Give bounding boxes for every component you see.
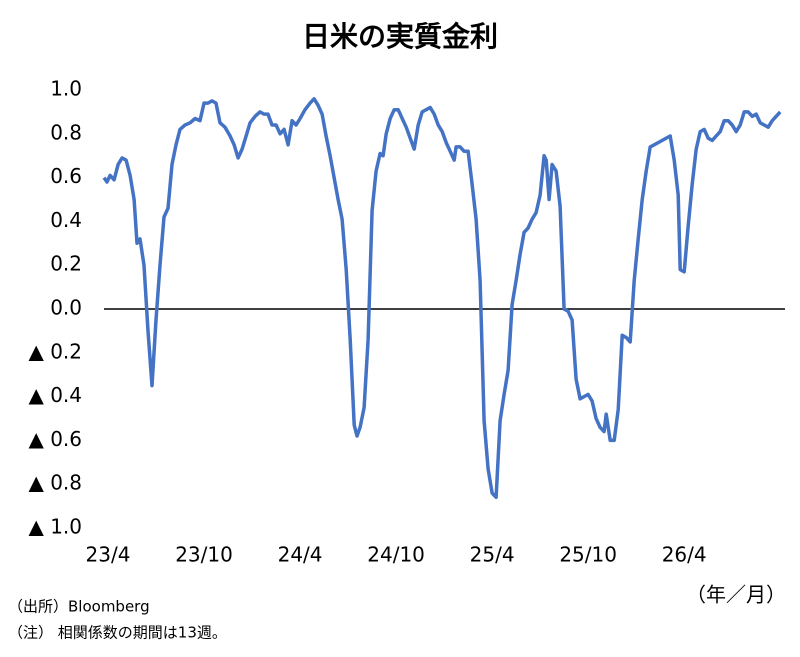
y-tick-label: 0.8 [50,120,82,144]
x-tick-label: 25/4 [470,543,515,567]
y-tick-label: ▲ 0.4 [28,383,82,407]
x-tick-label: 24/10 [367,543,425,567]
y-tick-label: 0.4 [50,208,82,232]
y-tick-label: 0.0 [50,296,82,320]
source-note: （出所）Bloomberg [8,598,150,616]
y-tick-label: ▲ 1.0 [28,515,82,539]
x-tick-label: 24/4 [278,543,323,567]
x-tick-label: 25/10 [559,543,617,567]
y-tick-label: ▲ 0.8 [28,471,82,495]
y-tick-label: 1.0 [50,77,82,101]
data-line [102,97,782,500]
y-tick-label: ▲ 0.2 [28,339,82,363]
x-tick-label: 23/10 [175,543,233,567]
x-tick-label: 26/4 [662,543,707,567]
chart-title: 日米の実質金利 [302,20,498,53]
x-axis-label: （年／月） [686,583,786,607]
footnote: （注） 相関係数の期間は13週。 [8,624,227,642]
y-tick-label: ▲ 0.6 [28,427,82,451]
y-tick-label: 0.6 [50,164,82,188]
x-tick-label: 23/4 [86,543,131,567]
y-tick-label: 0.2 [50,252,82,276]
